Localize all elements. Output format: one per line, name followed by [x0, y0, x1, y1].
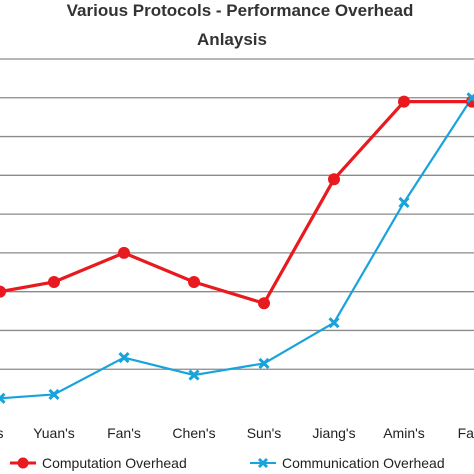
series-lines — [0, 97, 473, 400]
legend-marker — [257, 457, 269, 469]
legend-label: Communication Overhead — [282, 455, 445, 471]
series-line — [0, 97, 473, 400]
data-point — [48, 388, 60, 400]
x-axis-tick-labels: s Yuan's Fan's Chen's Sun's Jiang's Amin's Fara — [0, 425, 474, 441]
legend-label: Computation Overhead — [42, 455, 187, 471]
data-point — [188, 275, 200, 288]
data-point — [258, 297, 270, 310]
data-point — [0, 392, 6, 404]
x-tick-label: s — [0, 425, 4, 441]
chart-subtitle: Anlaysis — [197, 30, 267, 49]
data-point — [0, 285, 6, 298]
x-tick-label: Sun's — [247, 425, 282, 441]
data-point — [118, 352, 130, 364]
legend-item: Communication Overhead — [250, 455, 445, 471]
x-tick-label: Chen's — [172, 425, 215, 441]
series-line — [0, 100, 472, 305]
x-tick-label: Fan's — [107, 425, 141, 441]
series-markers — [0, 92, 474, 404]
data-point — [398, 95, 410, 108]
data-point — [398, 196, 410, 209]
data-point — [328, 317, 340, 329]
x-tick-label: Amin's — [383, 425, 425, 441]
chart-title: Various Protocols - Performance Overhead — [67, 1, 414, 20]
x-tick-label: Jiang's — [312, 425, 355, 441]
legend: Computation Overhead Communication Overhe… — [10, 455, 445, 471]
data-point — [118, 246, 130, 259]
x-tick-label: Fara — [458, 425, 474, 441]
data-point — [328, 173, 340, 186]
legend-item: Computation Overhead — [10, 455, 187, 471]
data-point — [466, 92, 474, 104]
x-tick-label: Yuan's — [33, 425, 75, 441]
data-point — [188, 369, 200, 381]
data-point — [48, 275, 60, 288]
gridlines — [0, 58, 474, 370]
legend-marker — [17, 457, 29, 469]
data-point — [258, 357, 270, 369]
